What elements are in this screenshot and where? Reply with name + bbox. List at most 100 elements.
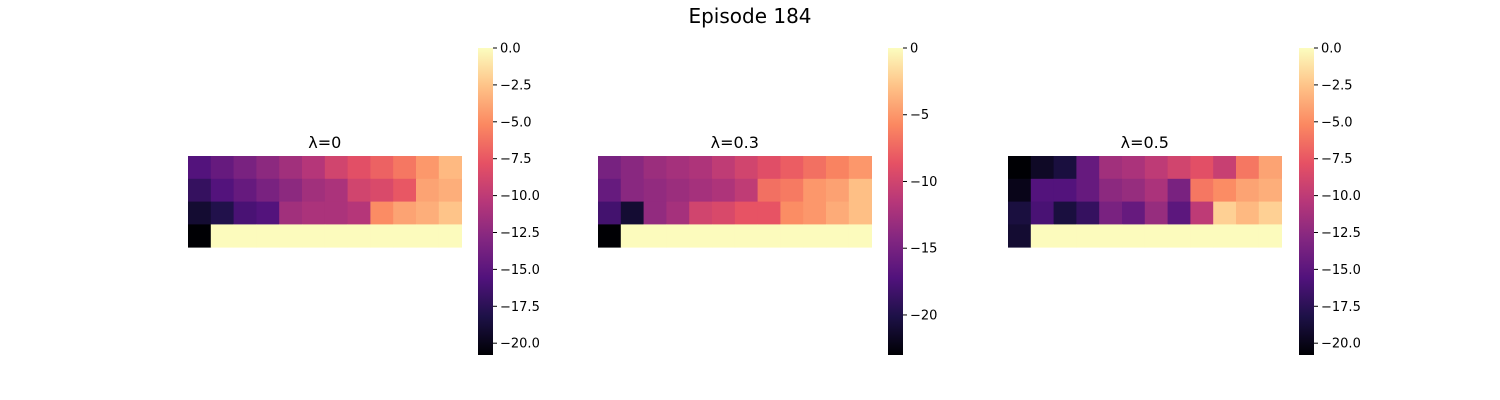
heatmap-cell [416, 201, 440, 225]
colorbar-tick-label: 0.0 [1321, 42, 1342, 57]
heatmap-cell [666, 201, 690, 225]
heatmap-cell [1190, 201, 1214, 225]
heatmap-cell [370, 178, 394, 202]
heatmap-cell [1053, 224, 1077, 248]
colorbar-tick-label: 0 [910, 42, 918, 57]
heatmap-cell [757, 224, 781, 248]
heatmap-cell [233, 201, 257, 225]
heatmap-cell [734, 178, 758, 202]
heatmap-cell [757, 178, 781, 202]
heatmap-cell [1167, 178, 1191, 202]
colorbar-tick-label: −10.0 [500, 189, 540, 204]
colorbar-tick-label: −12.5 [1321, 226, 1361, 241]
heatmap-cell [712, 224, 736, 248]
heatmap-cell [598, 156, 622, 180]
heatmap-cell [712, 178, 736, 202]
colorbar [888, 48, 903, 355]
heatmap-cell [1008, 201, 1032, 225]
colorbar-tick-label: −5 [910, 108, 929, 123]
heatmap-cell [1213, 156, 1237, 180]
heatmap-cell [689, 156, 713, 180]
heatmap-cell [1144, 224, 1168, 248]
heatmap-cell [233, 178, 257, 202]
colorbar-tick-label: 0.0 [500, 42, 521, 57]
heatmap-panel-1: λ=0 0.0 −2.5 −5.0 −7.5 −10.0 −12.5 −15.0 −17.5 −2… [188, 42, 540, 355]
heatmap-cell [1099, 201, 1123, 225]
heatmap-cell [780, 224, 804, 248]
heatmap-cell [734, 224, 758, 248]
heatmap-cell [438, 224, 462, 248]
heatmap-cell [1122, 224, 1146, 248]
colorbar-tick-label: −7.5 [500, 152, 532, 167]
heatmap-cell [302, 201, 326, 225]
heatmap-cell [666, 178, 690, 202]
heatmap-panel-2: λ=0.3 0 −5 −10 −15 −20 [598, 42, 937, 355]
colorbar-tick-label: −17.5 [500, 300, 540, 315]
colorbar-tick-label: −5.0 [500, 115, 532, 130]
heatmap-cell [643, 156, 667, 180]
colorbar-tick-label: −15 [910, 242, 937, 257]
heatmap-cell [1144, 178, 1168, 202]
heatmap-cell [233, 156, 257, 180]
heatmap-cell [848, 178, 872, 202]
heatmap-cell [712, 156, 736, 180]
heatmap-cell [666, 224, 690, 248]
heatmap-cell [1099, 156, 1123, 180]
heatmap-cell [279, 201, 303, 225]
heatmap-cell [210, 178, 234, 202]
heatmap-cell [256, 178, 280, 202]
heatmap-cell [1213, 224, 1237, 248]
colorbar-tick-label: −20.0 [500, 337, 540, 352]
heatmap-cell [1236, 178, 1260, 202]
heatmap-cell [393, 201, 417, 225]
heatmap-cell [826, 201, 850, 225]
heatmap-cell [370, 201, 394, 225]
heatmap-cell [1258, 178, 1282, 202]
heatmap-cell [416, 178, 440, 202]
heatmap-cell [620, 156, 644, 180]
heatmap-cell [1258, 224, 1282, 248]
heatmap-cell [302, 156, 326, 180]
heatmap-cell [1099, 224, 1123, 248]
heatmap-cell [1258, 201, 1282, 225]
heatmap-cell [1144, 156, 1168, 180]
colorbar [478, 48, 493, 355]
heatmap-cell [416, 156, 440, 180]
heatmap-cell [1008, 156, 1032, 180]
heatmap-cell [689, 224, 713, 248]
colorbar-tick-label: −10 [910, 175, 937, 190]
heatmap-cell [1236, 201, 1260, 225]
heatmap-cell [1076, 224, 1100, 248]
heatmap-cell [438, 156, 462, 180]
heatmap-cell [256, 156, 280, 180]
heatmap-cell [757, 156, 781, 180]
figure-title: Episode 184 [688, 4, 812, 28]
heatmap-cell [1030, 201, 1054, 225]
heatmap-cell [1167, 156, 1191, 180]
heatmap-cell [848, 224, 872, 248]
colorbar [1299, 48, 1314, 355]
heatmap-cell [826, 178, 850, 202]
heatmap-cell [1099, 178, 1123, 202]
heatmap-cell [734, 156, 758, 180]
heatmap-cell [643, 201, 667, 225]
heatmap-cell [347, 201, 371, 225]
heatmap-cell [1030, 156, 1054, 180]
heatmap-cell [1076, 156, 1100, 180]
heatmap-cell [188, 224, 212, 248]
heatmap-cell [302, 178, 326, 202]
heatmap-cell [188, 178, 212, 202]
heatmap-cell [393, 224, 417, 248]
colorbar-tick-label: −15.0 [1321, 263, 1361, 278]
heatmap-cell [803, 156, 827, 180]
heatmap-cell [689, 201, 713, 225]
panel-title: λ=0 [308, 133, 341, 152]
heatmap-cell [279, 156, 303, 180]
heatmap-cell [689, 178, 713, 202]
heatmap-cell [210, 201, 234, 225]
heatmap-cell [1053, 201, 1077, 225]
heatmap-cell [210, 156, 234, 180]
heatmap-panel-3: λ=0.5 0.0 −2.5 −5.0 −7.5 −10.0 −12.5 −15.0 −17.5… [1008, 42, 1361, 355]
colorbar-tick-label: −12.5 [500, 226, 540, 241]
